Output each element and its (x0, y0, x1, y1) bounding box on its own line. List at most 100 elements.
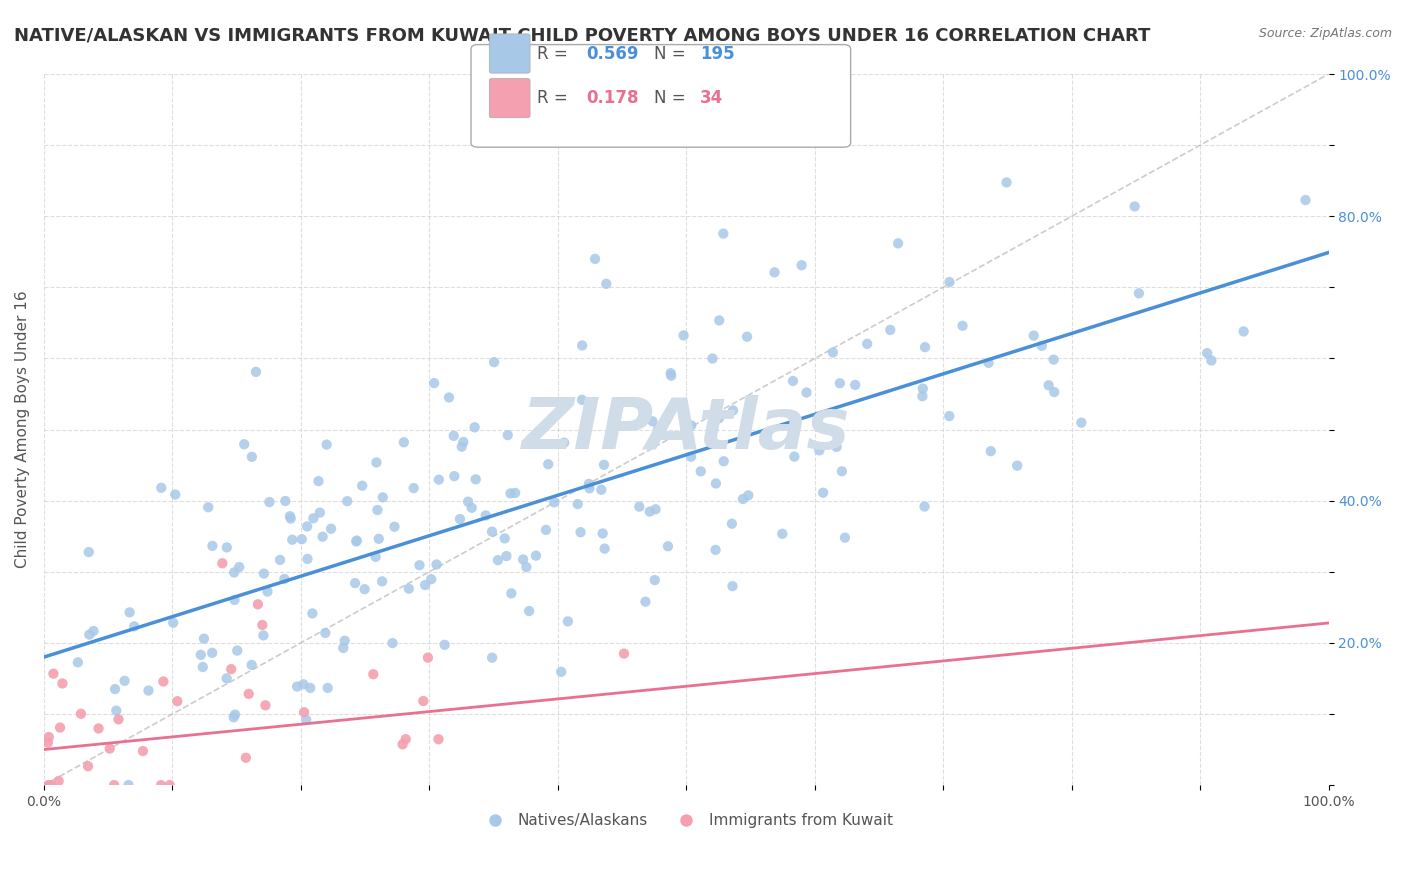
Point (659, 368, 682, 383)
Point (66, 656, 89, 670)
Point (79, 627, 101, 641)
Text: N =: N = (654, 45, 690, 62)
Point (319, 522, 342, 536)
Point (1022, 328, 1045, 343)
Point (269, 553, 291, 567)
Point (828, 376, 851, 391)
Point (224, 566, 246, 580)
Point (235, 750, 257, 764)
Text: ZIPAtlas: ZIPAtlas (522, 395, 851, 464)
Point (363, 667, 385, 681)
Point (821, 345, 844, 359)
Point (461, 500, 484, 515)
Text: 195: 195 (700, 45, 735, 62)
Point (423, 376, 446, 390)
Y-axis label: Child Poverty Among Boys Under 16: Child Poverty Among Boys Under 16 (15, 291, 30, 568)
Point (952, 318, 974, 333)
Point (344, 534, 367, 549)
Point (457, 494, 479, 508)
Point (291, 533, 314, 547)
Point (39, 778, 62, 792)
Point (583, 252, 606, 266)
Point (381, 636, 404, 650)
Point (977, 356, 1000, 370)
Point (37, 778, 59, 792)
Point (224, 593, 246, 607)
Point (280, 511, 302, 525)
Point (433, 638, 456, 652)
Point (709, 313, 731, 327)
Point (278, 509, 301, 524)
Point (107, 712, 129, 726)
Point (384, 519, 406, 533)
Point (309, 506, 332, 520)
Text: R =: R = (537, 45, 574, 62)
Point (790, 258, 813, 272)
Point (1201, 353, 1223, 368)
Point (721, 516, 744, 531)
Point (274, 494, 297, 508)
Point (228, 560, 250, 574)
Text: R =: R = (537, 89, 574, 107)
Point (1043, 385, 1066, 400)
Point (77, 759, 100, 773)
Point (657, 539, 679, 553)
Point (713, 454, 735, 468)
Point (226, 643, 249, 657)
Point (122, 619, 145, 633)
Point (1128, 286, 1150, 301)
Point (254, 698, 277, 713)
Point (856, 336, 879, 351)
Point (879, 323, 901, 337)
Point (644, 573, 666, 587)
Point (367, 532, 389, 546)
Point (240, 657, 263, 672)
Point (215, 541, 238, 555)
Point (150, 778, 173, 792)
Point (138, 683, 160, 698)
Point (517, 604, 540, 618)
Point (689, 464, 711, 478)
Legend: Natives/Alaskans, Immigrants from Kuwait: Natives/Alaskans, Immigrants from Kuwait (474, 807, 900, 834)
Point (704, 542, 727, 557)
Point (352, 479, 374, 493)
Point (114, 673, 136, 688)
Point (299, 681, 322, 695)
Point (537, 457, 560, 471)
Point (292, 677, 315, 691)
Point (402, 481, 425, 495)
Point (706, 398, 728, 412)
Point (281, 533, 304, 547)
Point (578, 477, 600, 491)
Point (482, 355, 505, 369)
Point (494, 532, 516, 546)
Point (240, 450, 263, 464)
Point (427, 732, 450, 747)
Point (595, 277, 617, 291)
Point (37, 736, 59, 750)
Point (557, 615, 579, 629)
Point (811, 485, 834, 500)
Point (165, 487, 187, 501)
Point (118, 606, 141, 620)
Point (256, 584, 278, 599)
Point (569, 525, 592, 540)
Point (496, 428, 519, 442)
Point (914, 340, 936, 354)
Point (315, 437, 337, 451)
Point (911, 389, 934, 403)
Text: NATIVE/ALASKAN VS IMMIGRANTS FROM KUWAIT CHILD POVERTY AMONG BOYS UNDER 16 CORRE: NATIVE/ALASKAN VS IMMIGRANTS FROM KUWAIT… (14, 27, 1150, 45)
Point (770, 526, 793, 541)
Point (425, 558, 447, 572)
Point (292, 706, 315, 720)
Point (273, 572, 295, 586)
Point (634, 594, 657, 608)
Point (159, 778, 181, 792)
Point (307, 474, 329, 488)
Text: 0.178: 0.178 (586, 89, 638, 107)
Point (887, 236, 910, 251)
Point (353, 582, 375, 597)
Point (51, 676, 73, 690)
Point (782, 374, 804, 388)
Point (193, 632, 215, 646)
